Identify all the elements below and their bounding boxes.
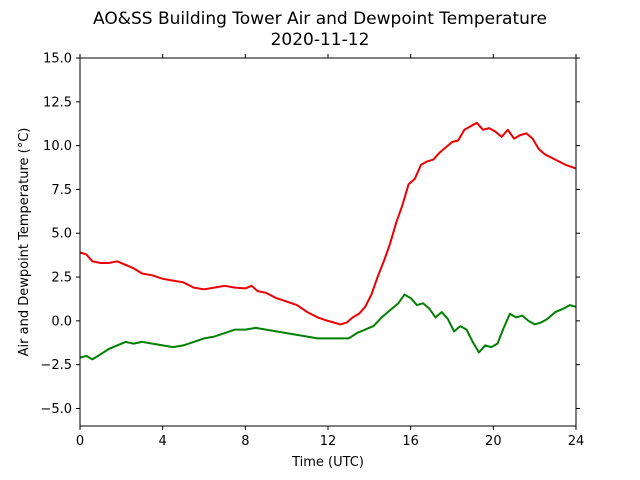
series-line-0: [79, 121, 577, 326]
y-tick-label: 12.5: [43, 95, 72, 110]
plot-frame: [79, 57, 577, 427]
y-tick-label: 0.0: [51, 314, 72, 329]
y-tick-label: 5.0: [51, 227, 72, 242]
y-tick-label: 2.5: [51, 271, 72, 286]
y-axis-label: Air and Dewpoint Temperature (°C): [17, 128, 32, 357]
y-tick-label: 7.5: [51, 183, 72, 198]
x-tick-label: 20: [485, 434, 502, 449]
chart-title: AO&SS Building Tower Air and Dewpoint Te…: [93, 9, 547, 29]
plot-area: 0 4 8 12 16 20 24 −5.0 −2.5 0.0 2.5 5.0 7.5 10.0 12.5 1…: [40, 52, 584, 450]
series-line-1: [79, 293, 577, 361]
chart-subtitle: 2020-11-12: [271, 30, 370, 50]
x-axis-label: Time (UTC): [291, 455, 364, 470]
x-tick-label: 24: [568, 434, 585, 449]
y-tick-label: 15.0: [43, 52, 72, 67]
y-tick-label: 10.0: [43, 139, 72, 154]
x-tick-label: 12: [320, 434, 337, 449]
x-tick-label: 8: [241, 434, 249, 449]
y-tick-label: −5.0: [40, 402, 72, 417]
y-tick-label: −2.5: [40, 358, 72, 373]
x-tick-label: 4: [159, 434, 167, 449]
x-tick-label: 0: [76, 434, 84, 449]
x-tick-label: 16: [402, 434, 419, 449]
